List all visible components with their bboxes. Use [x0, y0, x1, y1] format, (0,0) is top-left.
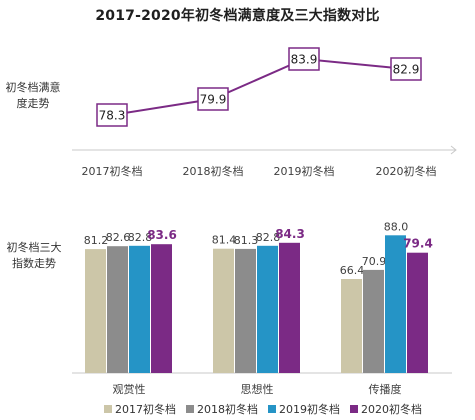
legend-label: 2017初冬档	[115, 403, 176, 416]
line-x-tick-label: 2020初冬档	[376, 164, 437, 178]
bar	[213, 248, 234, 373]
bar-value-label: 81.2	[84, 234, 109, 247]
legend-swatch	[350, 405, 358, 413]
chart-title: 2017-2020年初冬档满意度及三大指数对比	[95, 8, 380, 24]
legend-label: 2019初冬档	[279, 403, 340, 416]
legend-swatch	[104, 405, 112, 413]
satisfaction-point-label: 78.3	[99, 109, 126, 123]
bar-section-label: 初冬档三大指数走势	[6, 241, 62, 270]
bar	[107, 246, 128, 373]
legend-item: 2019初冬档	[268, 401, 340, 417]
bar	[385, 235, 406, 373]
bar-value-label: 82.8	[128, 231, 153, 244]
bar-value-label: 82.6	[106, 231, 131, 244]
line-section-label: 初冬档满意度走势	[5, 81, 61, 110]
bar-x-tick-label: 传播度	[369, 382, 402, 396]
satisfaction-line	[111, 57, 407, 116]
bar-value-label: 70.9	[362, 255, 387, 268]
bar-value-label: 66.4	[340, 264, 365, 277]
satisfaction-point-box	[96, 103, 128, 127]
satisfaction-point-label: 79.9	[200, 93, 227, 107]
bar-x-tick-label: 观赏性	[113, 382, 146, 396]
line-x-axis-arrow	[450, 145, 457, 155]
legend-item: 2020初冬档	[350, 401, 422, 417]
bar	[235, 248, 256, 373]
bar-value-label: 81.3	[234, 234, 259, 247]
legend-label: 2018初冬档	[197, 403, 258, 416]
bar	[257, 245, 278, 373]
bar	[129, 245, 150, 373]
bar	[341, 279, 362, 373]
legend-item: 2017初冬档	[104, 401, 176, 417]
bar-value-label: 83.6	[147, 228, 177, 242]
bar	[363, 269, 384, 373]
bar-value-label: 82.8	[256, 231, 281, 244]
legend-label: 2020初冬档	[361, 403, 422, 416]
satisfaction-point-label: 83.9	[291, 53, 318, 67]
bar	[85, 249, 106, 373]
bar-x-tick-label: 思想性	[241, 382, 274, 396]
bar	[279, 242, 300, 373]
satisfaction-point-box	[390, 57, 422, 81]
legend-item: 2018初冬档	[186, 401, 258, 417]
bar-value-label: 81.4	[212, 234, 237, 247]
legend: 2017初冬档 2018初冬档 2019初冬档 2020初冬档	[0, 401, 475, 417]
satisfaction-point-label: 82.9	[393, 63, 420, 77]
bar	[151, 244, 172, 373]
line-x-tick-label: 2017初冬档	[82, 164, 143, 178]
legend-swatch	[268, 405, 276, 413]
bar-value-label: 88.0	[384, 220, 409, 233]
bar	[407, 252, 428, 373]
chart-canvas: 78.3 79.9 83.9 82.9 2017初冬档 2018初冬档 2019初冬档 202…	[72, 47, 457, 396]
satisfaction-point-box	[288, 47, 320, 71]
satisfaction-point-box	[197, 87, 229, 111]
bar-value-label: 79.4	[403, 237, 433, 251]
line-x-tick-label: 2019初冬档	[274, 164, 335, 178]
legend-swatch	[186, 405, 194, 413]
line-x-tick-label: 2018初冬档	[183, 164, 244, 178]
bar-value-label: 84.3	[275, 227, 305, 241]
